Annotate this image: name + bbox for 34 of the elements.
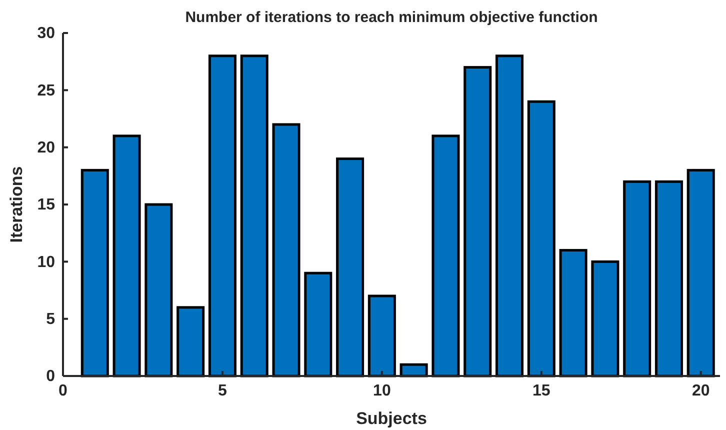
y-tick-label: 5 [46,310,56,328]
y-tick-label: 10 [37,254,56,271]
bar [176,306,205,378]
bar [272,123,300,378]
bar [591,260,620,378]
bar [336,158,364,378]
y-tick-label: 25 [37,82,56,100]
bar [112,134,141,378]
bar [527,100,556,378]
bar [654,180,683,378]
y-tick-label: 0 [46,368,56,386]
y-tick-label: 15 [37,196,56,214]
y-axis-title: Iterations [7,166,26,243]
bar [240,54,268,378]
bar [559,248,588,378]
chart-title: Number of iterations to reach minimum objective function [185,9,598,26]
y-tick-label: 30 [37,25,56,42]
bar [496,54,524,378]
bar [304,272,332,378]
bar [368,294,396,378]
bar [464,66,492,378]
x-tick-label: 0 [58,382,68,400]
bar [208,54,236,378]
y-tick-label: 20 [37,139,56,156]
bar [144,203,173,378]
bar [623,180,652,378]
x-tick-label: 20 [692,382,710,400]
bar [432,134,460,378]
bar [80,168,109,378]
x-tick-label: 10 [373,382,391,400]
x-axis-title: Subjects [356,409,427,428]
x-tick-label: 5 [218,382,228,400]
bar [686,168,715,378]
x-tick-label: 15 [532,382,550,400]
